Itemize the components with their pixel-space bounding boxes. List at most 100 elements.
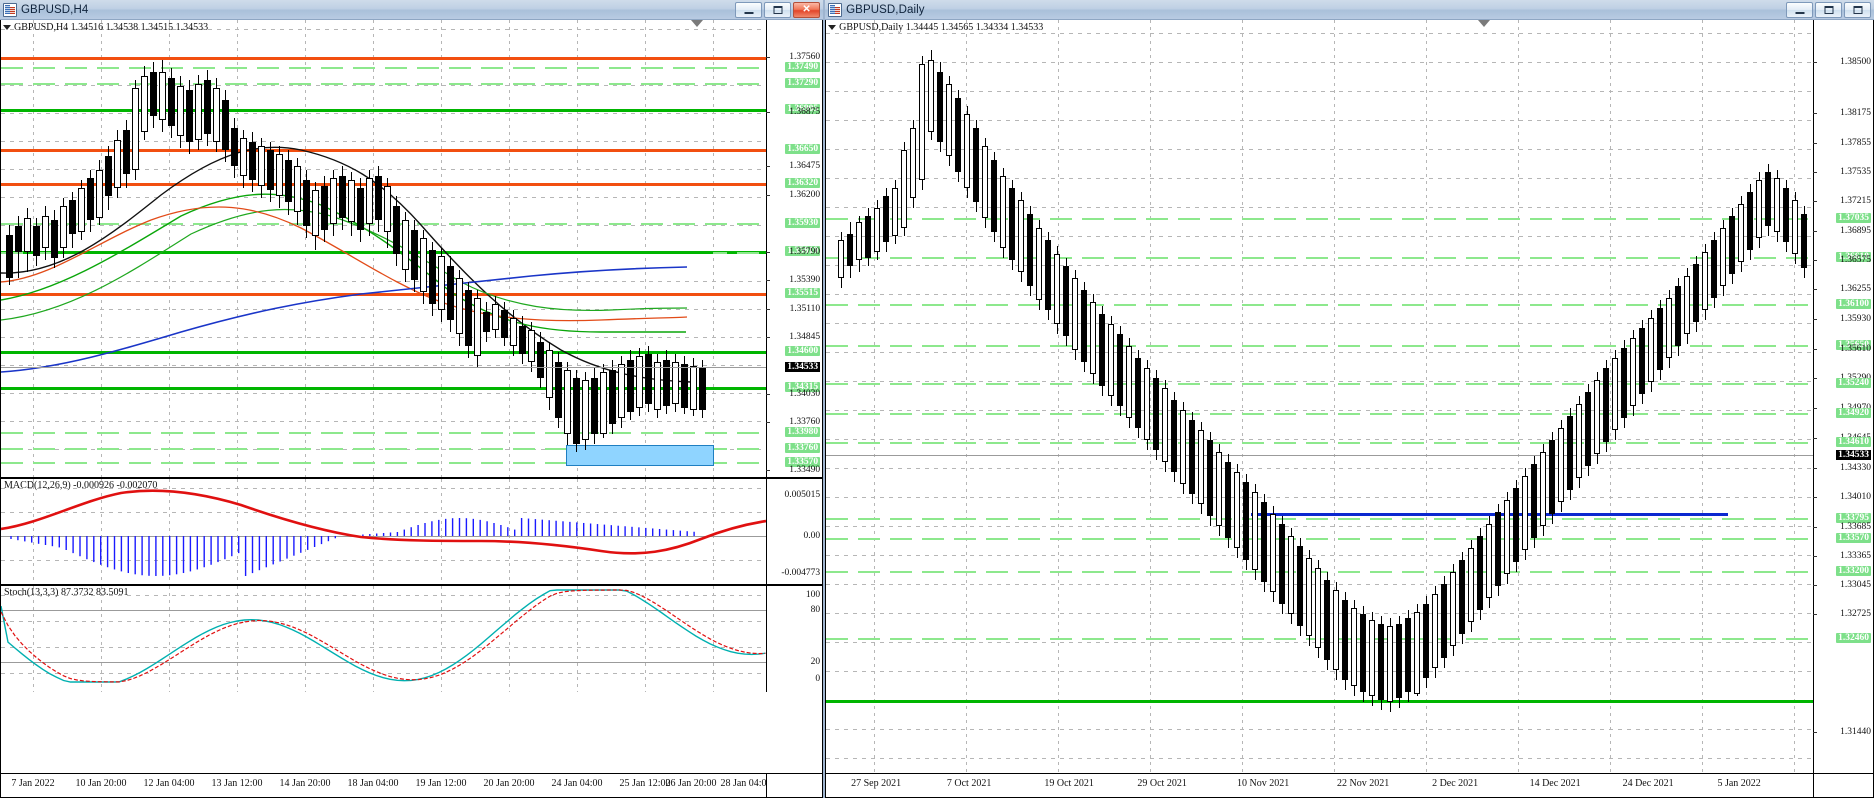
level-1-35515 bbox=[513, 293, 714, 296]
tick-mark bbox=[766, 470, 771, 471]
stochastic-plot[interactable] bbox=[1, 586, 767, 692]
stochastic-pane-left[interactable]: 100 80 20 0 Stoch(13,3,3) 87.3732 83.5091 bbox=[1, 586, 823, 692]
candle-body bbox=[1729, 216, 1736, 274]
minimize-button-right[interactable] bbox=[1786, 1, 1813, 18]
candle-body bbox=[856, 222, 863, 260]
window-title-left: GBPUSD,H4 bbox=[21, 3, 89, 16]
candle-body bbox=[1279, 524, 1286, 604]
price-tick-r-1.34920: 1.34920 bbox=[1836, 408, 1871, 418]
macd-tick-0.00: 0.00 bbox=[803, 531, 821, 541]
time-axis-left[interactable]: 7 Jan 2022 10 Jan 20:00 12 Jan 04:00 13 Jan… bbox=[1, 773, 822, 797]
time-axis-right[interactable]: 27 Sep 2021 7 Oct 2021 19 Oct 2021 29 Oct 2… bbox=[826, 773, 1863, 797]
candle-body bbox=[96, 170, 103, 218]
candle-body bbox=[105, 156, 112, 196]
grid-line-vertical bbox=[1518, 20, 1520, 773]
stoch-tick-20: 20 bbox=[810, 657, 821, 667]
chart-scroll-marker-right[interactable] bbox=[1478, 20, 1491, 27]
titlebar-left[interactable]: GBPUSD,H4 ✕ bbox=[0, 0, 824, 20]
candle-body bbox=[946, 84, 953, 156]
candle-body bbox=[141, 76, 148, 132]
price-tick-r-1.33570: 1.33570 bbox=[1836, 533, 1871, 543]
chart-canvas-left[interactable]: 1.37560 1.37490 1.37290 1.36905 1.36875 1.366… bbox=[0, 20, 824, 798]
grid-line-horizontal bbox=[1, 365, 767, 366]
candle-body bbox=[955, 98, 962, 172]
chart-window-gbpusd-h4[interactable]: GBPUSD,H4 ✕ 1.37560 1.37490 1.37290 1.36905… bbox=[0, 0, 824, 798]
candle-body bbox=[892, 188, 899, 236]
grid-line-vertical bbox=[169, 20, 170, 477]
candle-body bbox=[1774, 178, 1781, 232]
tick-mark bbox=[766, 337, 771, 338]
candle-body bbox=[303, 180, 310, 226]
grid-line-horizontal bbox=[826, 178, 1813, 179]
grid-line-vertical bbox=[713, 479, 714, 584]
maximize-button-left[interactable] bbox=[764, 1, 792, 18]
grid-line-horizontal bbox=[826, 497, 1813, 498]
candle-body bbox=[901, 150, 908, 228]
candle-body bbox=[384, 186, 391, 232]
price-axis-left[interactable]: 1.37560 1.37490 1.37290 1.36905 1.36875 1.366… bbox=[766, 20, 823, 477]
candle-body bbox=[1387, 626, 1394, 702]
candle-body bbox=[51, 220, 58, 258]
candle-body bbox=[1090, 302, 1097, 374]
price-tick-1.35390: 1.35390 bbox=[789, 275, 821, 285]
macd-pane-left[interactable]: 0.005015 0.00 -0.004773 MACD(12,26,9) -0.0… bbox=[1, 479, 823, 584]
level-1-346 bbox=[506, 351, 714, 354]
chart-canvas-right[interactable]: 1.38500 1.38175 1.37855 1.37535 1.37215 1.370… bbox=[825, 20, 1874, 798]
maximize-button-right[interactable] bbox=[1815, 1, 1842, 18]
chart-window-gbpusd-daily[interactable]: GBPUSD,Daily 1.38500 1.38175 1.37855 1.3753… bbox=[825, 0, 1874, 798]
candle-body bbox=[1261, 502, 1268, 582]
candle-body bbox=[672, 362, 679, 404]
candle-body bbox=[627, 360, 634, 412]
grid-line-horizontal bbox=[826, 381, 1813, 382]
stoch-oversold-line bbox=[1, 662, 767, 663]
candle-body bbox=[600, 372, 607, 434]
grid-line-horizontal bbox=[826, 555, 1813, 556]
time-tick-r-4: 10 Nov 2021 bbox=[1237, 778, 1290, 789]
stoch-overbought-line bbox=[1, 610, 767, 611]
price-level-line-13 bbox=[1, 448, 767, 450]
price-plot-right[interactable] bbox=[826, 20, 1813, 773]
price-level-line-r-1 bbox=[826, 257, 1813, 259]
price-pane-right[interactable]: 1.38500 1.38175 1.37855 1.37535 1.37215 1.370… bbox=[826, 20, 1873, 773]
price-level-line-r-8 bbox=[826, 538, 1813, 540]
price-pane-left[interactable]: 1.37560 1.37490 1.37290 1.36905 1.36875 1.366… bbox=[1, 20, 823, 477]
candle-body bbox=[6, 235, 13, 278]
candle-body bbox=[438, 256, 445, 310]
price-tick-r-1.36255: 1.36255 bbox=[1840, 284, 1871, 294]
price-tick-1.36200: 1.36200 bbox=[789, 190, 821, 200]
candle-body bbox=[483, 312, 490, 332]
window-controls-left: ✕ bbox=[735, 1, 821, 18]
price-level-line-r-6 bbox=[826, 442, 1813, 444]
window-splitter[interactable] bbox=[823, 0, 826, 798]
minimize-button-left[interactable] bbox=[735, 1, 763, 18]
price-tick-1.33570: 1.33570 bbox=[785, 457, 821, 467]
grid-line-horizontal bbox=[1, 421, 767, 422]
candle-body bbox=[937, 72, 944, 142]
price-plot-left[interactable] bbox=[1, 20, 767, 477]
candle-body bbox=[1468, 548, 1475, 622]
macd-plot[interactable] bbox=[1, 479, 767, 584]
candle-body bbox=[1450, 572, 1457, 646]
tick-mark bbox=[1813, 62, 1817, 63]
restore-button-right[interactable] bbox=[1844, 1, 1871, 18]
grid-line-horizontal bbox=[826, 207, 1813, 208]
close-button-left[interactable]: ✕ bbox=[793, 1, 821, 18]
tick-mark bbox=[1813, 378, 1817, 379]
axis-corner-left bbox=[766, 773, 823, 797]
tick-mark bbox=[1813, 231, 1817, 232]
candle-body bbox=[24, 218, 31, 252]
price-axis-right[interactable]: 1.38500 1.38175 1.37855 1.37535 1.37215 1.370… bbox=[1813, 20, 1873, 773]
chart-scroll-marker-left[interactable] bbox=[691, 20, 703, 27]
grid-line-horizontal bbox=[1, 85, 767, 86]
candle-body bbox=[1288, 536, 1295, 614]
price-level-line-r-5 bbox=[826, 413, 1813, 415]
grid-line-vertical bbox=[237, 586, 238, 692]
titlebar-right[interactable]: GBPUSD,Daily bbox=[825, 0, 1874, 20]
time-tick-5: 18 Jan 04:00 bbox=[347, 778, 399, 789]
candle-body bbox=[1315, 568, 1322, 648]
grid-line-horizontal bbox=[826, 352, 1813, 353]
candle-body bbox=[1693, 264, 1700, 322]
grid-line-vertical bbox=[1702, 20, 1704, 773]
grid-line-horizontal bbox=[1, 281, 767, 282]
candle-body bbox=[249, 142, 256, 180]
